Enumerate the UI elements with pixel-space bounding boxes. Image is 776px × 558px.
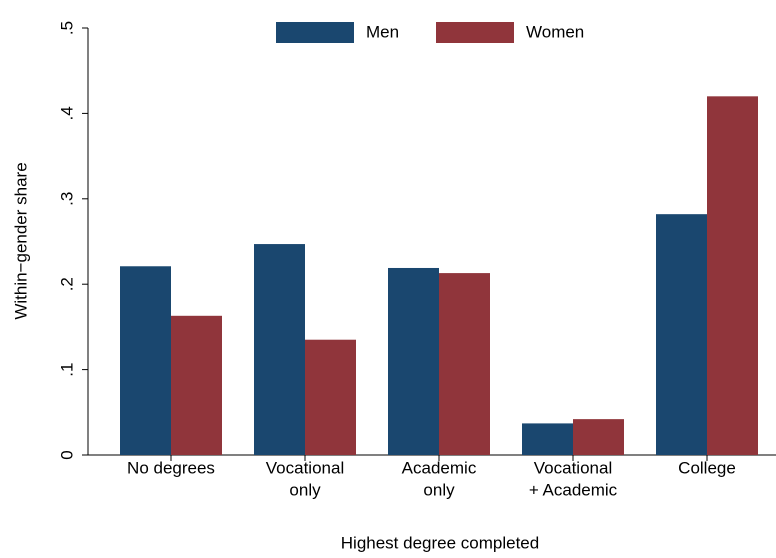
x-tick-label: College bbox=[678, 458, 736, 477]
y-axis-title: Within−gender share bbox=[11, 162, 30, 319]
x-axis-title: Highest degree completed bbox=[341, 533, 539, 552]
x-tick-label: only bbox=[423, 480, 455, 499]
bar bbox=[707, 96, 758, 455]
y-tick-label: .1 bbox=[57, 363, 76, 377]
y-tick-label: .4 bbox=[57, 106, 76, 120]
bar bbox=[656, 214, 707, 455]
legend-label: Women bbox=[526, 22, 584, 41]
y-tick-label: 0 bbox=[57, 450, 76, 459]
legend-swatch bbox=[436, 22, 514, 43]
x-tick-label: Academic bbox=[402, 458, 477, 477]
y-tick-label: .3 bbox=[57, 192, 76, 206]
bar bbox=[439, 273, 490, 455]
bar bbox=[254, 244, 305, 455]
x-tick-label: only bbox=[289, 480, 321, 499]
y-tick-label: .2 bbox=[57, 277, 76, 291]
x-tick-label: Vocational bbox=[266, 458, 344, 477]
x-tick-label: + Academic bbox=[529, 480, 618, 499]
x-tick-label: No degrees bbox=[127, 458, 215, 477]
bar bbox=[305, 339, 356, 455]
bar bbox=[120, 266, 171, 455]
bar bbox=[171, 315, 222, 455]
legend-label: Men bbox=[366, 22, 399, 41]
x-tick-label: Vocational bbox=[534, 458, 612, 477]
bar bbox=[388, 267, 439, 455]
y-tick-label: .5 bbox=[57, 21, 76, 35]
legend-swatch bbox=[276, 22, 354, 43]
bar bbox=[573, 419, 624, 455]
bar bbox=[522, 423, 573, 455]
